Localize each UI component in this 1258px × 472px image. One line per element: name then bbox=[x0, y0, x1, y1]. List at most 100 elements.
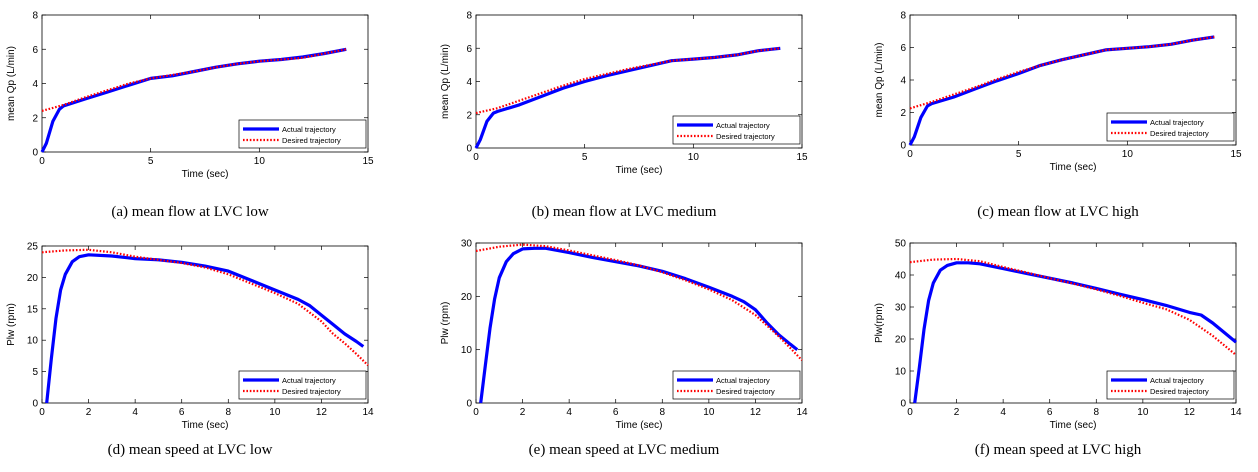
x-tick-label: 12 bbox=[1184, 407, 1196, 418]
x-tick-label: 8 bbox=[660, 407, 666, 418]
chart-b: 0 5 10 15 0 2 4 6 8 Time (sec) mean Qp (L/min) Actu… bbox=[440, 11, 808, 177]
y-axis-label: Plw (rpm) bbox=[440, 302, 451, 345]
legend-label: Actual trajectory bbox=[716, 376, 770, 385]
y-tick-label: 4 bbox=[466, 77, 472, 88]
panel-b: 0 5 10 15 0 2 4 6 8 Time (sec) mean Qp (L/min) Actu… bbox=[434, 0, 814, 236]
legend-box bbox=[1106, 370, 1235, 400]
x-tick-label: 10 bbox=[688, 152, 700, 163]
chart-a: 0 5 10 15 0 2 4 6 8 Time (sec) mean Qp (L/min) Actu… bbox=[6, 11, 374, 181]
caption-b: (b) mean flow at LVC medium bbox=[531, 204, 717, 220]
legend-box bbox=[1106, 112, 1235, 142]
panel-f: 0 2 4 6 8 10 12 14 0 10 20 30 40 50 Time (sec) Plw(rpm)… bbox=[868, 239, 1248, 472]
x-tick-label: 0 bbox=[473, 152, 479, 163]
x-tick-label: 2 bbox=[86, 407, 92, 418]
y-tick-label: 40 bbox=[895, 271, 907, 282]
legend-label: Desired trajectory bbox=[282, 387, 341, 396]
y-tick-label: 10 bbox=[895, 367, 907, 378]
panel-c: 0 5 10 15 0 2 4 6 8 Time (sec) mean Qp (L/min) Actu… bbox=[868, 0, 1248, 236]
x-tick-label: 14 bbox=[362, 407, 374, 418]
panel-a: 0 5 10 15 0 2 4 6 8 Time (sec) mean Qp (L/min) Actu… bbox=[0, 0, 380, 236]
legend: Actual trajectory Desired trajectory bbox=[1106, 112, 1235, 142]
y-tick-label: 0 bbox=[900, 141, 906, 152]
legend-label: Desired trajectory bbox=[282, 136, 341, 145]
x-tick-label: 5 bbox=[148, 156, 154, 167]
series-actual-line bbox=[913, 261, 1238, 404]
y-tick-label: 0 bbox=[32, 399, 38, 410]
x-tick-label: 12 bbox=[316, 407, 328, 418]
x-tick-label: 12 bbox=[750, 407, 762, 418]
y-tick-label: 2 bbox=[466, 110, 472, 121]
y-tick-label: 20 bbox=[895, 335, 907, 346]
y-tick-label: 8 bbox=[32, 11, 38, 22]
legend: Actual trajectory Desired trajectory bbox=[238, 370, 367, 400]
chart-d: 0 2 4 6 8 10 12 14 0 5 10 15 20 25 Time (sec) Plw (rpm)… bbox=[6, 242, 374, 432]
chart-c: 0 5 10 15 0 2 4 6 8 Time (sec) mean Qp (L/min) Actu… bbox=[874, 11, 1242, 174]
x-tick-label: 5 bbox=[582, 152, 588, 163]
x-tick-label: 6 bbox=[179, 407, 185, 418]
y-tick-label: 8 bbox=[900, 11, 906, 22]
x-tick-label: 0 bbox=[473, 407, 479, 418]
x-tick-label: 14 bbox=[1230, 407, 1242, 418]
x-tick-label: 15 bbox=[796, 152, 808, 163]
x-tick-label: 4 bbox=[132, 407, 138, 418]
x-tick-label: 10 bbox=[269, 407, 281, 418]
series-actual-line bbox=[474, 46, 781, 149]
x-tick-label: 8 bbox=[1094, 407, 1100, 418]
series-actual-line bbox=[479, 246, 799, 404]
x-tick-label: 2 bbox=[520, 407, 526, 418]
y-tick-label: 10 bbox=[461, 345, 473, 356]
y-tick-label: 30 bbox=[895, 303, 907, 314]
y-tick-label: 0 bbox=[900, 399, 906, 410]
legend-label: Actual trajectory bbox=[282, 125, 336, 134]
caption-a: (a) mean flow at LVC low bbox=[111, 204, 269, 220]
series-desired-line bbox=[909, 35, 1215, 110]
y-tick-label: 2 bbox=[32, 113, 38, 124]
x-tick-label: 0 bbox=[907, 149, 913, 160]
y-tick-label: 4 bbox=[900, 76, 906, 87]
y-tick-label: 30 bbox=[461, 239, 473, 250]
x-axis-label: Time (sec) bbox=[182, 420, 229, 431]
x-tick-label: 5 bbox=[1016, 149, 1022, 160]
series-desired-line bbox=[41, 248, 369, 367]
y-tick-label: 6 bbox=[900, 43, 906, 54]
x-tick-label: 6 bbox=[1047, 407, 1053, 418]
series-desired-line bbox=[909, 257, 1237, 356]
y-tick-label: 20 bbox=[27, 273, 39, 284]
x-tick-label: 2 bbox=[954, 407, 960, 418]
legend: Actual trajectory Desired trajectory bbox=[672, 115, 801, 145]
y-tick-label: 25 bbox=[27, 242, 39, 253]
legend-label: Desired trajectory bbox=[716, 132, 775, 141]
y-tick-label: 0 bbox=[466, 399, 472, 410]
x-axis-label: Time (sec) bbox=[616, 165, 663, 176]
x-axis-label: Time (sec) bbox=[1050, 420, 1097, 431]
y-tick-label: 5 bbox=[32, 367, 38, 378]
x-axis-label: Time (sec) bbox=[616, 420, 663, 431]
chart-f: 0 2 4 6 8 10 12 14 0 10 20 30 40 50 Time (sec) Plw(rpm)… bbox=[874, 239, 1242, 432]
y-tick-label: 2 bbox=[900, 108, 906, 119]
series-desired-line bbox=[41, 48, 347, 112]
x-tick-label: 6 bbox=[613, 407, 619, 418]
chart-e: 0 2 4 6 8 10 12 14 0 10 20 30 Time (sec) Plw (rpm) Act… bbox=[440, 239, 808, 432]
x-tick-label: 14 bbox=[796, 407, 808, 418]
legend-label: Desired trajectory bbox=[1150, 387, 1209, 396]
x-tick-label: 15 bbox=[362, 156, 374, 167]
y-tick-label: 10 bbox=[27, 336, 39, 347]
series-desired-line bbox=[475, 243, 803, 362]
y-tick-label: 15 bbox=[27, 304, 39, 315]
y-tick-label: 0 bbox=[466, 144, 472, 155]
caption-f: (f) mean speed at LVC high bbox=[974, 442, 1142, 458]
x-tick-label: 4 bbox=[566, 407, 572, 418]
x-axis-label: Time (sec) bbox=[182, 169, 229, 180]
legend-box bbox=[672, 115, 801, 145]
y-tick-label: 0 bbox=[32, 148, 38, 159]
legend: Actual trajectory Desired trajectory bbox=[1106, 370, 1235, 400]
y-axis-label: Plw(rpm) bbox=[874, 303, 885, 343]
y-tick-label: 20 bbox=[461, 292, 473, 303]
x-tick-label: 0 bbox=[39, 407, 45, 418]
legend-label: Actual trajectory bbox=[282, 376, 336, 385]
y-axis-label: mean Qp (L/min) bbox=[440, 44, 451, 119]
legend-box bbox=[238, 370, 367, 400]
x-axis-label: Time (sec) bbox=[1050, 162, 1097, 173]
y-tick-label: 4 bbox=[32, 79, 38, 90]
legend-box bbox=[672, 370, 801, 400]
